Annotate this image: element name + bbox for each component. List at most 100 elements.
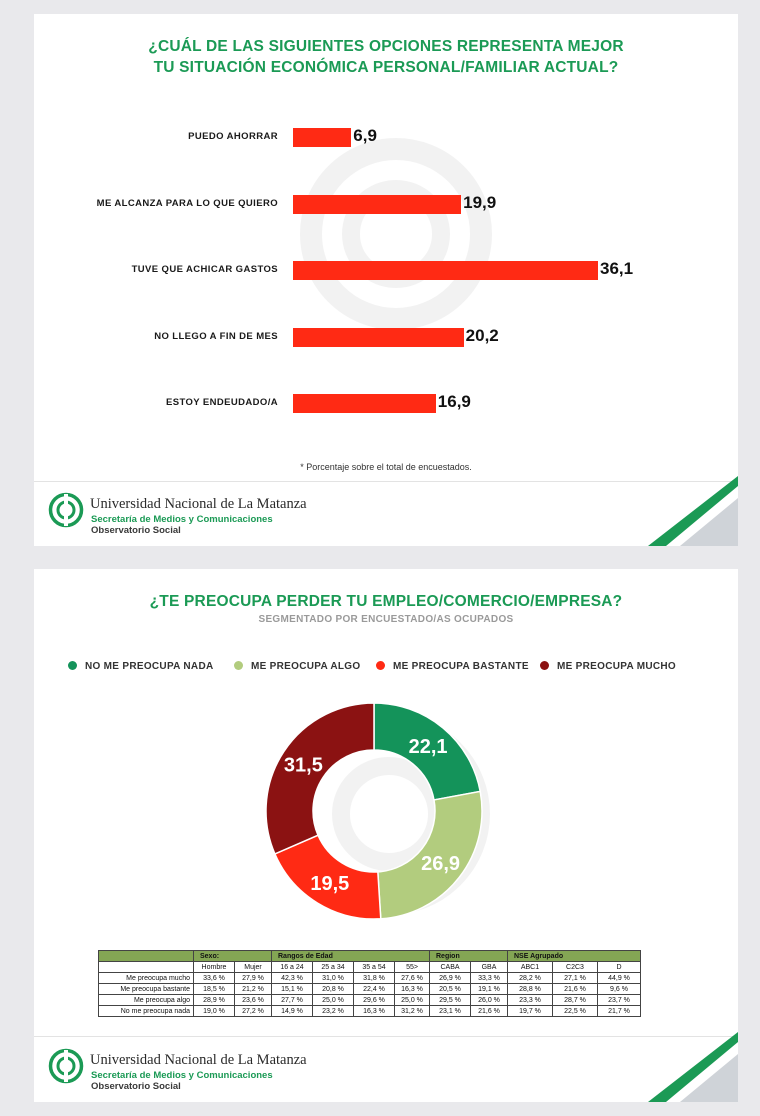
table-cell: 27,7 % — [271, 994, 313, 1006]
legend-item-bastante: ME PREOCUPA BASTANTE — [376, 661, 529, 672]
secretaria-name: Secretaría de Medios y Comunicaciones — [91, 1070, 273, 1081]
bar-row: NO LLEGO A FIN DE MES 20,2 — [34, 326, 738, 349]
table-cell: 21,7 % — [597, 1005, 641, 1017]
legend: NO ME PREOCUPA NADA ME PREOCUPA ALGO ME … — [34, 661, 738, 677]
table-cell: 14,9 % — [271, 1005, 313, 1017]
bar — [293, 194, 462, 214]
university-name: Universidad Nacional de La Matanza — [90, 496, 307, 512]
table-cell: 26,0 % — [470, 994, 508, 1006]
table-row-label: No me preocupa nada — [98, 1005, 194, 1017]
table-column-header: Mujer — [234, 961, 272, 973]
table-row: Me preocupa mucho 33,6 % 27,9 % 42,3 % 31,0 … — [98, 972, 641, 984]
table-column-header: 25 a 34 — [312, 961, 354, 973]
legend-label: NO ME PREOCUPA NADA — [85, 661, 214, 672]
secretaria-name: Secretaría de Medios y Comunicaciones — [91, 514, 273, 525]
university-name: Universidad Nacional de La Matanza — [90, 1052, 307, 1068]
university-logo-icon — [48, 1048, 84, 1084]
table-cell: 19,0 % — [193, 1005, 235, 1017]
table-cell: 16,3 % — [394, 983, 430, 995]
footer-divider — [34, 481, 738, 482]
corner-stripes — [648, 476, 738, 546]
observatorio-name: Observatorio Social — [91, 525, 181, 536]
table-cell: 19,1 % — [470, 983, 508, 995]
bar-value-label: 36,1 — [600, 259, 634, 278]
table-row: No me preocupa nada 19,0 % 27,2 % 14,9 % 23,… — [98, 1005, 641, 1017]
table-cell: 33,6 % — [193, 972, 235, 984]
donut-slice — [377, 790, 483, 920]
table-cell: 27,2 % — [234, 1005, 272, 1017]
table-column-header: CABA — [429, 961, 471, 973]
bar — [293, 327, 464, 347]
table-group-sexo: Sexo: — [193, 950, 272, 962]
table-cell: 21,2 % — [234, 983, 272, 995]
table-cell: 18,5 % — [193, 983, 235, 995]
table-cell: 26,9 % — [429, 972, 471, 984]
table-cell: 28,8 % — [507, 983, 553, 995]
table-column-header: 55> — [394, 961, 430, 973]
table-cell: 22,4 % — [353, 983, 395, 995]
legend-label: ME PREOCUPA BASTANTE — [393, 661, 529, 672]
table-cell: 28,9 % — [193, 994, 235, 1006]
bar-row: ME ALCANZA PARA LO QUE QUIERO 19,9 — [34, 192, 738, 216]
table-cell: 27,1 % — [552, 972, 598, 984]
table-column-header: 16 a 24 — [271, 961, 313, 973]
table-row: Me preocupa bastante 18,5 % 21,2 % 15,1 % 20… — [98, 983, 641, 995]
bar-category-label: ESTOY ENDEUDADO/A — [165, 397, 278, 408]
footer-divider — [34, 1036, 738, 1037]
donut-value-label: 26,9 — [421, 853, 460, 875]
table-column-header: C2C3 — [552, 961, 598, 973]
bar — [293, 394, 436, 413]
legend-swatch — [376, 661, 385, 670]
chart-title: ¿TE PREOCUPA PERDER TU EMPLEO/COMERCIO/E… — [149, 593, 623, 610]
donut-value-label: 31,5 — [284, 755, 323, 777]
donut-value-label: 22,1 — [409, 736, 448, 758]
table-cell: 31,2 % — [394, 1005, 430, 1017]
chart-subtitle: SEGMENTADO POR ENCUESTADO/AS OCUPADOS — [258, 614, 514, 625]
table-cell: 16,3 % — [353, 1005, 395, 1017]
footnote: * Porcentaje sobre el total de encuestad… — [300, 462, 472, 472]
donut-chart: 22,1 26,9 19,5 31,5 — [265, 702, 483, 920]
table-cell: 33,3 % — [470, 972, 508, 984]
table-cell: 27,9 % — [234, 972, 272, 984]
table-cell: 23,1 % — [429, 1005, 471, 1017]
table-column-header: GBA — [470, 961, 508, 973]
table-group-edad: Rangos de Edad — [271, 950, 430, 962]
table-cell: 25,0 % — [312, 994, 354, 1006]
bar — [293, 261, 598, 280]
bar-category-label: NO LLEGO A FIN DE MES — [154, 330, 278, 342]
bar-row: ESTOY ENDEUDADO/A 16,9 — [34, 392, 738, 415]
table-corner-cell — [98, 950, 194, 962]
table-cell: 42,3 % — [271, 972, 313, 984]
table-cell: 27,6 % — [394, 972, 430, 984]
table-header-row: Hombre Mujer 16 a 24 25 a 34 35 a 54 55> CABA G… — [98, 961, 641, 973]
legend-swatch — [68, 661, 77, 670]
bar-value-label: 19,9 — [463, 192, 497, 212]
table-cell: 15,1 % — [271, 983, 313, 995]
table-column-header: D — [597, 961, 641, 973]
donut-slice — [265, 702, 375, 855]
table-column-header: ABC1 — [507, 961, 553, 973]
legend-swatch — [234, 661, 243, 670]
table-cell: 20,8 % — [312, 983, 354, 995]
table-cell: 44,9 % — [597, 972, 641, 984]
legend-label: ME PREOCUPA MUCHO — [557, 661, 676, 672]
table-cell: 29,5 % — [429, 994, 471, 1006]
bar-row: TUVE QUE ACHICAR GASTOS 36,1 — [34, 259, 738, 282]
chart-title-line1: ¿CUÁL DE LAS SIGUIENTES OPCIONES REPRESE… — [148, 38, 624, 55]
donut-value-label: 19,5 — [310, 873, 349, 895]
table-cell: 29,6 % — [353, 994, 395, 1006]
legend-item-nada: NO ME PREOCUPA NADA — [68, 661, 213, 672]
table-cell: 25,0 % — [394, 994, 430, 1006]
bar-row: PUEDO AHORRAR 6,9 — [34, 126, 738, 149]
bar-category-label: PUEDO AHORRAR — [188, 131, 278, 142]
slide-job-worry: ¿TE PREOCUPA PERDER TU EMPLEO/COMERCIO/E… — [34, 569, 738, 1102]
table-cell: 22,5 % — [552, 1005, 598, 1017]
table-row: Me preocupa algo 28,9 % 23,6 % 27,7 % 25,0 %… — [98, 994, 641, 1006]
table-cell: 28,7 % — [552, 994, 598, 1006]
footer: Universidad Nacional de La Matanza Secre… — [34, 1040, 738, 1102]
table-header-blank — [98, 961, 194, 973]
table-cell: 23,7 % — [597, 994, 641, 1006]
university-logo-icon — [48, 492, 84, 528]
legend-item-algo: ME PREOCUPA ALGO — [234, 661, 360, 672]
table-cell: 23,6 % — [234, 994, 272, 1006]
